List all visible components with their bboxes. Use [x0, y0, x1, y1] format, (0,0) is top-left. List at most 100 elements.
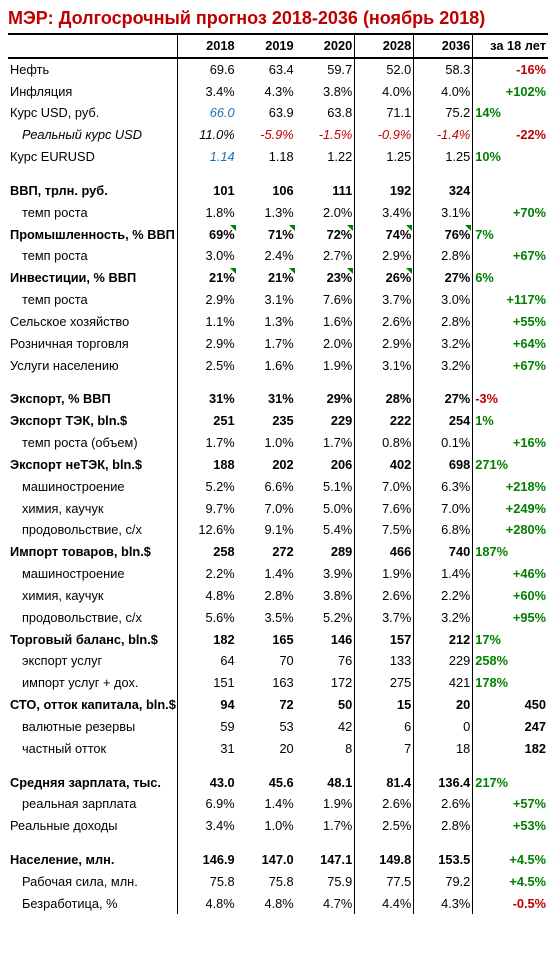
- cell: 146: [296, 629, 355, 651]
- cell: 272: [237, 541, 296, 563]
- cell-change: 187%: [473, 541, 548, 563]
- cell: -1.5%: [296, 124, 355, 146]
- cell: 3.7%: [355, 607, 414, 629]
- cell: 3.4%: [355, 202, 414, 224]
- table-row: темп роста (объем)1.7%1.0%1.7%0.8%0.1%+1…: [8, 432, 548, 454]
- cell: 1.4%: [237, 793, 296, 815]
- cell: 2.7%: [296, 245, 355, 267]
- cell: 3.0%: [414, 289, 473, 311]
- table-row: Розничная торговля2.9%1.7%2.0%2.9%3.2%+6…: [8, 333, 548, 355]
- table-header: 2018 2019 2020 2028 2036 за 18 лет: [8, 34, 548, 58]
- cell: 2.6%: [355, 585, 414, 607]
- cell: 75.9: [296, 871, 355, 893]
- cell-change: [473, 180, 548, 202]
- cell-change: 182: [473, 738, 548, 760]
- table-row: Средняя зарплата, тыс.43.045.648.181.413…: [8, 772, 548, 794]
- row-label: темп роста: [8, 202, 178, 224]
- cell: 324: [414, 180, 473, 202]
- cell: 229: [296, 410, 355, 432]
- cell: 5.2%: [296, 607, 355, 629]
- cell-change: +117%: [473, 289, 548, 311]
- row-label: Сельское хозяйство: [8, 311, 178, 333]
- cell-change: +53%: [473, 815, 548, 837]
- cell: 31%: [178, 388, 237, 410]
- cell-change: +280%: [473, 519, 548, 541]
- cell: 258: [178, 541, 237, 563]
- cell: 202: [237, 454, 296, 476]
- cell: 7.0%: [237, 498, 296, 520]
- table-row: Реальный курс USD11.0%-5.9%-1.5%-0.9%-1.…: [8, 124, 548, 146]
- cell: 6.8%: [414, 519, 473, 541]
- cell: 1.7%: [296, 815, 355, 837]
- cell: 147.1: [296, 849, 355, 871]
- cell: 254: [414, 410, 473, 432]
- table-row: Курс EURUSD1.141.181.221.251.2510%: [8, 146, 548, 168]
- cell: 5.2%: [178, 476, 237, 498]
- cell-change: +67%: [473, 355, 548, 377]
- cell: 27%: [414, 267, 473, 289]
- cell: 2.9%: [178, 289, 237, 311]
- cell: 2.4%: [237, 245, 296, 267]
- cell: 136.4: [414, 772, 473, 794]
- cell: 81.4: [355, 772, 414, 794]
- cell: 4.0%: [414, 81, 473, 103]
- cell-change: +55%: [473, 311, 548, 333]
- row-label: Торговый баланс, bln.$: [8, 629, 178, 651]
- col-2036: 2036: [414, 34, 473, 58]
- table-row: [8, 168, 548, 180]
- page-title: МЭР: Долгосрочный прогноз 2018-2036 (ноя…: [8, 8, 548, 29]
- cell: 12.6%: [178, 519, 237, 541]
- cell: 275: [355, 672, 414, 694]
- cell: 4.0%: [355, 81, 414, 103]
- cell: 43.0: [178, 772, 237, 794]
- table-row: продовольствие, с/х12.6%9.1%5.4%7.5%6.8%…: [8, 519, 548, 541]
- cell: 4.8%: [237, 893, 296, 915]
- cell: 2.5%: [178, 355, 237, 377]
- cell: 4.7%: [296, 893, 355, 915]
- cell: 11.0%: [178, 124, 237, 146]
- cell: 1.9%: [296, 355, 355, 377]
- table-row: Сельское хозяйство1.1%1.3%1.6%2.6%2.8%+5…: [8, 311, 548, 333]
- row-label: темп роста: [8, 245, 178, 267]
- cell: 74%: [355, 224, 414, 246]
- cell: -5.9%: [237, 124, 296, 146]
- cell: 192: [355, 180, 414, 202]
- cell: 63.9: [237, 102, 296, 124]
- cell: 1.6%: [296, 311, 355, 333]
- cell-change: +70%: [473, 202, 548, 224]
- cell: 251: [178, 410, 237, 432]
- cell: 235: [237, 410, 296, 432]
- cell: 26%: [355, 267, 414, 289]
- cell: 2.6%: [355, 793, 414, 815]
- cell: 2.6%: [414, 793, 473, 815]
- table-row: темп роста2.9%3.1%7.6%3.7%3.0%+117%: [8, 289, 548, 311]
- cell: 4.4%: [355, 893, 414, 915]
- cell: 5.4%: [296, 519, 355, 541]
- cell: 0: [414, 716, 473, 738]
- cell-change: -3%: [473, 388, 548, 410]
- cell: 1.0%: [237, 432, 296, 454]
- cell: 20: [237, 738, 296, 760]
- cell: 6.3%: [414, 476, 473, 498]
- table-row: валютные резервы59534260247: [8, 716, 548, 738]
- cell: 3.8%: [296, 585, 355, 607]
- cell: 7.5%: [355, 519, 414, 541]
- cell: 2.8%: [414, 311, 473, 333]
- cell-change: +57%: [473, 793, 548, 815]
- cell: 75.8: [237, 871, 296, 893]
- cell: 133: [355, 650, 414, 672]
- cell: 4.8%: [178, 893, 237, 915]
- table-row: Экспорт ТЭК, bln.$2512352292222541%: [8, 410, 548, 432]
- cell: 75.8: [178, 871, 237, 893]
- cell: 53: [237, 716, 296, 738]
- table-row: Рабочая сила, млн.75.875.875.977.579.2+4…: [8, 871, 548, 893]
- cell: -1.4%: [414, 124, 473, 146]
- cell: 75.2: [414, 102, 473, 124]
- cell: 1.3%: [237, 202, 296, 224]
- row-label: Розничная торговля: [8, 333, 178, 355]
- cell: 7.0%: [355, 476, 414, 498]
- cell-change: +67%: [473, 245, 548, 267]
- row-label: Промышленность, % ВВП: [8, 224, 178, 246]
- table-row: темп роста3.0%2.4%2.7%2.9%2.8%+67%: [8, 245, 548, 267]
- cell: 4.3%: [414, 893, 473, 915]
